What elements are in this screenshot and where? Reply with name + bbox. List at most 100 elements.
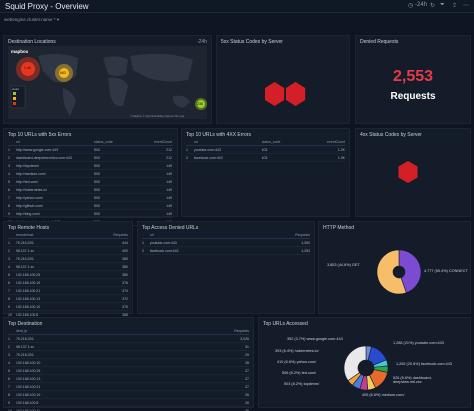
table-row[interactable]: 6 192.168.100.19 376 — [8, 279, 128, 287]
refresh-icon[interactable]: ↻ — [430, 3, 436, 9]
pie-label: 506 (8.2%) ted.com/ — [282, 371, 317, 375]
col-count[interactable]: eventCount — [327, 140, 346, 144]
table-cell: 380 — [122, 264, 128, 269]
panel-title: HTTP Method — [323, 225, 355, 231]
table-cell: 27 — [245, 376, 249, 381]
table-cell: http://topdevm/ — [16, 163, 40, 168]
pie-label: 4,777 (55.4%) CONNECT — [424, 269, 468, 273]
table-cell: 500 — [94, 211, 100, 216]
panel-title: Top 10 URLs with 4XX Errors — [186, 132, 252, 138]
table-cell: 27 — [245, 368, 249, 373]
table-row[interactable]: 1 youtube.com:443 1,300 — [142, 239, 310, 247]
table-cell: 389 — [122, 256, 128, 261]
world-map[interactable]: mapbox 1.4K 663 236 count © Mapbox © Ope… — [8, 46, 207, 119]
clock-icon[interactable]: ◷ — [408, 3, 414, 9]
table-row[interactable]: 7 192.168.100.21 374 — [8, 287, 128, 295]
table-row[interactable]: 2 98.137.1.xx 400 — [8, 247, 128, 255]
row-index: 1 — [8, 336, 10, 341]
row-index: 5 — [8, 368, 10, 373]
table-cell: 1.3K — [337, 155, 346, 160]
more-icon[interactable]: ⋯ — [463, 3, 469, 9]
col-url[interactable]: url — [149, 233, 154, 237]
table-cell: 98.137.1.xx — [15, 344, 35, 349]
table-row[interactable]: 1 75.216.226 3,026 — [8, 335, 249, 343]
panel-title: Top Access Denied URLs — [142, 225, 199, 231]
table-cell: 192.168.100.25 — [15, 272, 41, 277]
table-row[interactable]: 9 192.168.100.8 26 — [8, 399, 249, 407]
filter-icon[interactable]: ⏷ — [440, 2, 445, 8]
table-row[interactable]: 7 192.168.100.21 27 — [8, 383, 249, 391]
top-urls-accessed-panel: Top URLs Accessed 352 (3.7%) www.google.… — [258, 317, 471, 408]
table-row[interactable]: 9 192.168.100.10 370 — [8, 303, 128, 311]
map-cluster-label[interactable]: 663 — [60, 71, 66, 75]
table-row[interactable]: 5 http://ted.com/500 149 — [8, 178, 173, 186]
col-dest-ip[interactable]: dest_ip — [15, 329, 28, 333]
http-method-chart[interactable] — [319, 222, 472, 315]
table-row[interactable]: 8 http://github.com/500 149 — [8, 202, 173, 210]
panel-title: Destination Locations — [8, 39, 56, 45]
col-count[interactable]: eventCount — [154, 140, 172, 144]
table-row[interactable]: 3 http://topdevm/500 149 — [8, 162, 173, 170]
table-row[interactable]: 1 youtube.com:443 403 1.2K — [186, 146, 345, 154]
pie-slice-other[interactable] — [343, 345, 367, 382]
col-url[interactable]: url — [193, 140, 198, 144]
row-index: 3 — [8, 352, 10, 357]
col-host[interactable]: remotehost — [15, 233, 34, 237]
table-cell: 212 — [166, 147, 172, 152]
table-row[interactable]: 4 98.137.1.xx 380 — [8, 263, 128, 271]
table-row[interactable]: 10 192.168.100.11 25 — [8, 407, 249, 411]
pie-label: 3,853 (44.6%) GET — [327, 263, 360, 267]
share-icon[interactable]: ⇪ — [452, 3, 458, 9]
filter-bar: webengine.cluster.name * ▾ — [0, 13, 474, 33]
cluster-filter[interactable]: webengine.cluster.name * ▾ — [4, 17, 59, 23]
col-status[interactable]: status_code — [94, 140, 113, 144]
row-index: 8 — [8, 296, 10, 301]
table-row[interactable]: 6 192.168.100.13 27 — [8, 375, 249, 383]
table-header: url status_code eventCount — [186, 140, 345, 146]
table-row[interactable]: 5 192.168.100.25 27 — [8, 367, 249, 375]
table-row[interactable]: 2 facebook.com:443 1,253 — [142, 247, 310, 255]
table-row[interactable]: 3 75.216.226 29 — [8, 351, 249, 359]
table-cell: 192.168.100.11 — [15, 408, 41, 411]
table-header: url status_code eventCount — [8, 140, 173, 146]
table-cell: 98.137.1.xx — [15, 248, 34, 253]
destination-locations-panel: Destination Locations -24h — [3, 35, 212, 124]
table-row[interactable]: 1 75.216.226 444 — [8, 239, 128, 247]
table-row[interactable]: 4 http://medium.com/500 149 — [8, 170, 173, 178]
row-index: 3 — [8, 256, 10, 261]
table-row[interactable]: 1 http://www.google.com:443 503 212 — [8, 146, 173, 154]
time-range[interactable]: -24h — [415, 2, 428, 8]
col-requests[interactable]: Requests — [234, 329, 249, 333]
table-row[interactable]: 2 98.137.1.xx 31 — [8, 343, 249, 351]
row-index: 4 — [8, 360, 10, 365]
table-cell: 368 — [122, 312, 128, 317]
table-row[interactable]: 8 192.168.100.13 372 — [8, 295, 128, 303]
map-cluster-label[interactable]: 236 — [197, 102, 203, 106]
table-row[interactable]: 3 75.216.226 389 — [8, 255, 128, 263]
col-url[interactable]: url — [16, 140, 20, 144]
pie-slice-get[interactable] — [398, 249, 422, 294]
map-attribution[interactable]: © Mapbox © OpenStreetMap Improve this ma… — [130, 115, 185, 118]
pie-slice-connect[interactable] — [376, 249, 407, 295]
row-index: 6 — [8, 280, 10, 285]
table-cell: http://medium.com/ — [16, 171, 46, 176]
row-index: 10 — [8, 408, 12, 411]
table-row[interactable]: 6 http://hubernetes.io/500 149 — [8, 186, 173, 194]
top-urls-chart[interactable] — [259, 318, 472, 409]
table-row[interactable]: 9 http://bing.com/500 149 — [8, 210, 173, 218]
table-row[interactable]: 8 192.168.100.19 26 — [8, 391, 249, 399]
col-requests[interactable]: Requests — [113, 233, 128, 237]
table-row[interactable]: 5 192.168.100.25 380 — [8, 271, 128, 279]
5xx-status-by-server-panel: 5xx Status Codes by Server — [216, 35, 350, 124]
table-row[interactable]: 4 192.168.100.10 28 — [8, 359, 249, 367]
panel-title: Top Destination — [8, 321, 43, 327]
col-requests[interactable]: Requests — [295, 233, 310, 237]
table-row[interactable]: 2 dashboard-deepview.mtlzc.com:443 503 212 — [8, 154, 173, 162]
row-index: 2 — [8, 344, 10, 349]
map-cluster-label[interactable]: 1.4K — [24, 66, 32, 70]
col-status[interactable]: status_code — [261, 140, 281, 144]
top-destination-panel: Top Destination dest_ip Requests 1 75.216… — [3, 317, 254, 411]
table-row[interactable]: 2 facebook.com:443 403 1.3K — [186, 154, 345, 162]
table-row[interactable]: 7 http://yahoo.com/500 149 — [8, 194, 173, 202]
